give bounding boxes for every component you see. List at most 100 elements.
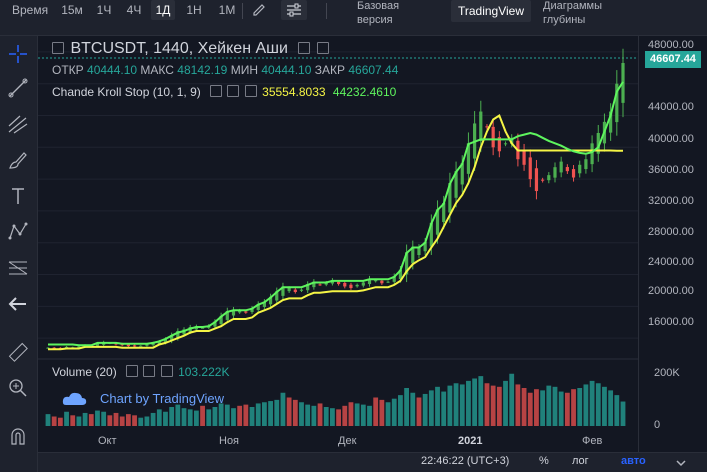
cloud-logo-icon — [62, 392, 87, 405]
settings-icon[interactable] — [143, 365, 156, 377]
volume-axis-label: 200K — [654, 367, 680, 379]
candle-body — [275, 291, 279, 301]
volume-bar — [163, 411, 168, 426]
zoom-icon[interactable] — [6, 376, 30, 400]
volume-bar — [237, 405, 243, 426]
volume-bar — [57, 417, 63, 426]
settings-icon[interactable] — [227, 85, 240, 97]
current-price-tag: 46607.44 — [645, 51, 701, 68]
candle-body — [268, 296, 273, 305]
volume-name[interactable]: Volume (20) — [52, 365, 117, 379]
time-label: 2021 — [458, 435, 483, 447]
candle-body — [442, 202, 446, 223]
candle-body — [238, 310, 242, 313]
interval-4h[interactable]: 4Ч — [126, 3, 142, 17]
candle-body — [281, 286, 285, 296]
percent-toggle[interactable]: % — [539, 455, 549, 467]
close-icon[interactable] — [160, 365, 173, 377]
candle-body — [423, 241, 427, 252]
candle-body — [497, 137, 501, 152]
candle-body — [398, 269, 403, 279]
interval-1w[interactable]: 1Н — [186, 3, 202, 17]
volume-bar — [466, 380, 471, 426]
log-toggle[interactable]: лог — [572, 455, 589, 467]
volume-bar — [416, 397, 422, 426]
candle-body — [287, 288, 291, 292]
volume-bar — [156, 409, 162, 426]
volume-bar — [200, 405, 205, 426]
ruler-icon[interactable] — [6, 340, 30, 364]
volume-bar — [534, 389, 539, 426]
close-icon[interactable] — [316, 42, 329, 54]
legend-title: BTCUSDT, 1440, Хейкен Аши — [52, 40, 331, 58]
chevron-down-icon[interactable] — [674, 456, 688, 470]
candle-body — [336, 281, 341, 285]
candle-body — [225, 311, 229, 320]
volume-bar — [391, 398, 397, 426]
volume-bar — [144, 416, 150, 426]
candle-body — [491, 126, 495, 148]
depth-chart-button[interactable]: Диаграммы глубины — [543, 0, 602, 27]
pattern-icon[interactable] — [6, 220, 30, 244]
eye-icon[interactable] — [126, 365, 139, 377]
settings-icon[interactable] — [298, 42, 311, 54]
candle-body — [435, 209, 440, 235]
volume-bar — [540, 390, 546, 426]
interval-1d[interactable]: 1Д — [151, 0, 175, 20]
candle-body — [479, 111, 483, 142]
settings-button[interactable] — [281, 0, 307, 20]
price-label: 44000.00 — [648, 101, 694, 113]
crosshair-icon[interactable] — [6, 42, 30, 66]
interval-1m[interactable]: 1М — [218, 3, 236, 17]
back-arrow-icon[interactable] — [6, 292, 30, 316]
watermark-text: Chart by TradingView — [100, 391, 225, 406]
volume-bar — [101, 411, 107, 426]
volume-bar — [602, 386, 607, 426]
volume-bar — [410, 392, 416, 426]
price-axis[interactable] — [638, 36, 707, 454]
volume-bar — [330, 408, 335, 426]
interval-1h[interactable]: 1Ч — [96, 3, 112, 17]
candle-body — [324, 282, 328, 285]
brush-icon[interactable] — [6, 148, 30, 172]
magnet-icon[interactable] — [6, 424, 30, 448]
volume-legend: Volume (20) 103.222K — [52, 365, 229, 379]
volume-bar — [373, 397, 379, 426]
candle-body — [460, 163, 464, 185]
indicator-name[interactable]: Chande Kroll Stop (10, 1, 9) — [52, 85, 201, 99]
fib-icon[interactable] — [6, 256, 30, 280]
eye-icon[interactable] — [210, 85, 223, 97]
volume-bar — [503, 380, 508, 426]
candle-body — [485, 126, 489, 128]
volume-bar — [546, 385, 552, 426]
pitchfork-icon[interactable] — [6, 112, 30, 136]
candle-body — [380, 280, 384, 284]
depth-chart-line1: Диаграммы — [543, 0, 602, 12]
volume-bar — [348, 402, 354, 426]
volume-bar — [404, 388, 410, 426]
candle-body — [176, 330, 180, 338]
volume-bar — [385, 402, 391, 426]
tradingview-watermark[interactable]: Chart by TradingView — [62, 389, 242, 409]
drawing-toolbar — [0, 36, 38, 472]
volume-bar — [212, 407, 218, 426]
interval-15m[interactable]: 15м — [61, 3, 83, 17]
volume-value: 103.222K — [178, 365, 230, 379]
trend-line-icon[interactable] — [6, 76, 30, 100]
collapse-icon[interactable] — [52, 42, 64, 54]
symbol-title[interactable]: BTCUSDT, 1440, Хейкен Аши — [70, 40, 288, 57]
volume-bar — [571, 389, 576, 426]
pencil-icon[interactable] — [251, 2, 267, 18]
close-icon[interactable] — [244, 85, 257, 97]
text-icon[interactable] — [6, 184, 30, 208]
stop-short-line — [48, 81, 624, 347]
time-label: Фев — [582, 435, 603, 447]
price-chart[interactable] — [38, 36, 638, 454]
volume-bar — [558, 391, 564, 426]
candle-body — [219, 315, 223, 325]
base-version-button[interactable]: Базовая версия — [357, 0, 399, 27]
candle-body — [145, 344, 149, 346]
auto-toggle[interactable]: авто — [621, 455, 646, 467]
volume-bar — [453, 383, 459, 426]
tradingview-button[interactable]: TradingView — [451, 0, 531, 22]
